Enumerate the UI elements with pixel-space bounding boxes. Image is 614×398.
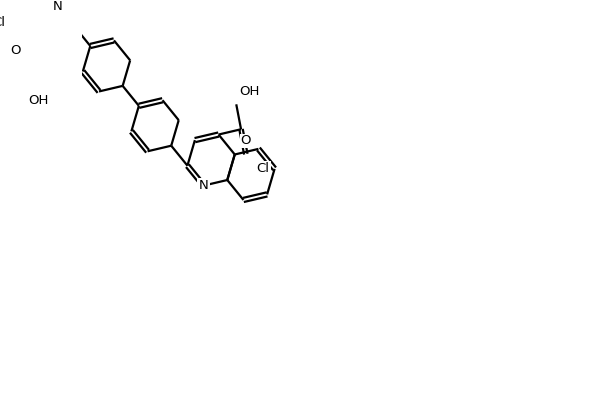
Text: O: O [241, 135, 251, 148]
Text: O: O [10, 44, 21, 57]
Text: OH: OH [29, 94, 49, 107]
Text: N: N [199, 179, 209, 192]
Text: Cl: Cl [0, 16, 5, 29]
Text: Cl: Cl [257, 162, 270, 176]
Text: OH: OH [239, 85, 260, 98]
Text: N: N [53, 0, 63, 13]
